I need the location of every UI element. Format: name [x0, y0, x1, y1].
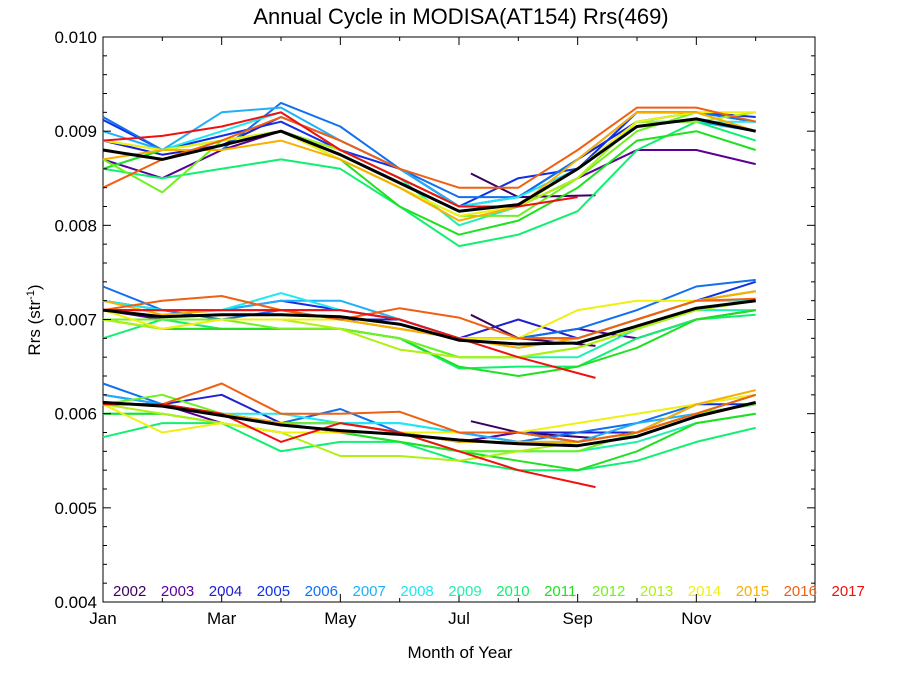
- x-tick-label: May: [324, 609, 357, 628]
- y-axis-label-superscript: -1: [25, 290, 37, 300]
- legend-entry-2004: 2004: [209, 583, 242, 600]
- y-tick-label: 0.008: [54, 216, 97, 235]
- series-line-upper-2010: [102, 120, 757, 248]
- series-line-lower-climatology: [102, 400, 757, 448]
- series-line-upper-2012: [102, 111, 757, 217]
- x-tick-label: Sep: [563, 609, 593, 628]
- y-tick-label: 0.006: [54, 405, 97, 424]
- series-line-middle-climatology: [102, 299, 756, 346]
- legend-entry-2002: 2002: [113, 583, 146, 600]
- series-line-upper-2015: [102, 111, 757, 222]
- y-tick-label: 0.007: [54, 311, 97, 330]
- legend-entry-2017: 2017: [832, 583, 865, 600]
- x-tick-label: Jan: [89, 609, 116, 628]
- series-line-middle-2017: [103, 309, 596, 379]
- legend-entry-2008: 2008: [400, 583, 433, 600]
- series-line-upper-2014: [102, 111, 756, 217]
- legend-entry-2006: 2006: [305, 583, 338, 600]
- legend-entry-2011: 2011: [544, 583, 576, 600]
- legend-entry-2016: 2016: [784, 583, 817, 600]
- y-tick-label: 0.004: [54, 593, 97, 612]
- series-line-upper-2003: [102, 130, 756, 208]
- legend-entry-2013: 2013: [640, 583, 673, 600]
- series-line-middle-2016: [102, 295, 756, 340]
- x-tick-label: Jul: [448, 609, 470, 628]
- legend-entry-2012: 2012: [592, 583, 625, 600]
- series-line-lower-2014: [102, 393, 756, 434]
- y-axis-label: Rrs (str-1): [25, 284, 44, 355]
- legend-entry-2015: 2015: [736, 583, 769, 600]
- y-axis-label-main: Rrs (str: [25, 300, 44, 356]
- y-tick-label: 0.009: [54, 122, 97, 141]
- y-tick-label: 0.005: [54, 499, 97, 518]
- series-layer: [102, 101, 757, 489]
- legend-entry-2014: 2014: [688, 583, 721, 600]
- legend-entry-2007: 2007: [353, 583, 386, 600]
- legend-entry-2010: 2010: [496, 583, 529, 600]
- x-tick-label: Nov: [681, 609, 712, 628]
- series-line-lower-2016: [103, 382, 757, 443]
- series-line-upper-climatology: [102, 117, 757, 213]
- chart-title: Annual Cycle in MODISA(AT154) Rrs(469): [253, 4, 668, 29]
- x-axis-label: Month of Year: [408, 643, 513, 662]
- series-line-lower-2017: [103, 403, 596, 489]
- legend-entry-2005: 2005: [257, 583, 290, 600]
- legend-entry-2009: 2009: [448, 583, 481, 600]
- x-tick-label: Mar: [207, 609, 237, 628]
- legend-entry-2003: 2003: [161, 583, 194, 600]
- axis-ticks: 0.004 0.005 0.006 0.007 0.008 0.009 0.010 Jan Ma…: [54, 28, 816, 628]
- legend: 2002 2003 2004 2005 2006 2007 2008 2009 2010 2011…: [113, 583, 865, 600]
- y-axis-label-end: ): [25, 284, 44, 290]
- y-tick-label: 0.010: [54, 28, 97, 47]
- series-line-upper-2016: [102, 106, 756, 189]
- series-line-lower-2010: [102, 422, 756, 472]
